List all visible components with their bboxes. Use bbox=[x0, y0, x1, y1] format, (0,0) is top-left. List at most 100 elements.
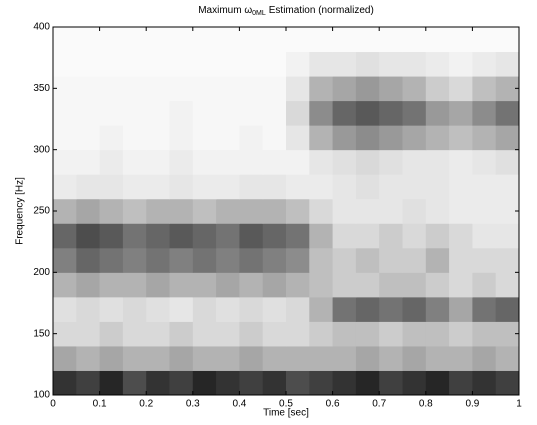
heat-cell bbox=[99, 345, 124, 371]
heat-cell bbox=[449, 76, 473, 102]
x-tick-label: 0.3 bbox=[186, 399, 200, 410]
heat-cell bbox=[76, 198, 101, 224]
heat-cell bbox=[402, 321, 427, 347]
heat-cell bbox=[76, 345, 101, 371]
heat-cell bbox=[262, 76, 287, 102]
heat-cell bbox=[99, 125, 124, 151]
heat-cell bbox=[122, 51, 147, 77]
heat-cell bbox=[262, 247, 287, 273]
heat-cell bbox=[355, 370, 380, 396]
heat-cell bbox=[425, 321, 450, 347]
heat-cell bbox=[379, 149, 403, 175]
heat-cell bbox=[122, 198, 147, 224]
heat-cell bbox=[146, 247, 170, 273]
heat-cell bbox=[216, 321, 240, 347]
y-tick-label: 200 bbox=[33, 267, 50, 278]
heat-cell bbox=[402, 272, 427, 298]
heat-cell bbox=[146, 321, 170, 347]
heat-cell bbox=[402, 100, 427, 126]
heat-cell bbox=[286, 149, 310, 175]
heat-cell bbox=[239, 100, 264, 126]
heat-cell bbox=[425, 149, 450, 175]
heat-cell bbox=[122, 223, 147, 249]
heat-cell bbox=[355, 247, 380, 273]
heat-cell bbox=[169, 223, 194, 249]
heat-cell bbox=[99, 296, 124, 322]
x-tick-label: 0.2 bbox=[139, 399, 153, 410]
heat-cell bbox=[309, 345, 334, 371]
axes-box bbox=[52, 26, 520, 396]
heat-cell bbox=[262, 149, 287, 175]
heat-cell bbox=[355, 272, 380, 298]
heat-cell bbox=[472, 321, 497, 347]
heat-cell bbox=[169, 100, 194, 126]
heat-cell bbox=[402, 345, 427, 371]
heat-cell bbox=[425, 125, 450, 151]
heat-cell bbox=[355, 174, 380, 200]
heat-cell bbox=[495, 345, 520, 371]
heat-cell bbox=[495, 198, 520, 224]
x-axis-label: Time [sec] bbox=[263, 408, 309, 419]
heat-cell bbox=[355, 27, 380, 53]
heat-cell bbox=[355, 149, 380, 175]
heat-cell bbox=[286, 296, 310, 322]
heat-cell bbox=[309, 247, 334, 273]
heat-cell bbox=[53, 51, 77, 77]
heat-cell bbox=[192, 149, 217, 175]
heat-cell bbox=[379, 27, 403, 53]
heat-cell bbox=[449, 296, 473, 322]
heat-cell bbox=[192, 51, 217, 77]
heat-cell bbox=[99, 27, 124, 53]
heat-cell bbox=[309, 370, 334, 396]
heat-cell bbox=[472, 345, 497, 371]
heat-cell bbox=[169, 125, 194, 151]
heat-cell bbox=[495, 247, 520, 273]
heat-cell bbox=[169, 321, 194, 347]
heat-cell bbox=[216, 125, 240, 151]
heat-cell bbox=[262, 272, 287, 298]
heat-cell bbox=[379, 198, 403, 224]
heat-cell bbox=[449, 174, 473, 200]
heat-cell bbox=[425, 174, 450, 200]
heat-cell bbox=[355, 345, 380, 371]
heat-cell bbox=[216, 345, 240, 371]
heat-cell bbox=[425, 198, 450, 224]
heat-cell bbox=[286, 370, 310, 396]
heat-cell bbox=[402, 198, 427, 224]
heat-cell bbox=[379, 100, 403, 126]
heat-cell bbox=[332, 100, 357, 126]
heat-cell bbox=[169, 247, 194, 273]
heat-cell bbox=[379, 272, 403, 298]
heat-cell bbox=[449, 247, 473, 273]
heat-cell bbox=[355, 296, 380, 322]
heat-cell bbox=[239, 345, 264, 371]
heat-cell bbox=[262, 223, 287, 249]
heat-cell bbox=[76, 247, 101, 273]
heat-cell bbox=[216, 198, 240, 224]
heat-cell bbox=[239, 76, 264, 102]
heat-cell bbox=[99, 149, 124, 175]
heat-cell bbox=[53, 223, 77, 249]
heat-cell bbox=[449, 370, 473, 396]
heat-cell bbox=[239, 198, 264, 224]
heat-cell bbox=[216, 149, 240, 175]
heat-cell bbox=[402, 125, 427, 151]
heat-cell bbox=[472, 149, 497, 175]
heat-cell bbox=[286, 223, 310, 249]
heat-cell bbox=[146, 149, 170, 175]
heat-cell bbox=[309, 27, 334, 53]
heat-cell bbox=[425, 370, 450, 396]
heat-cell bbox=[99, 76, 124, 102]
heat-cell bbox=[309, 321, 334, 347]
heat-cell bbox=[192, 223, 217, 249]
heat-cell bbox=[309, 149, 334, 175]
heat-cell bbox=[309, 174, 334, 200]
x-tick-label: 0.9 bbox=[465, 399, 479, 410]
heat-cell bbox=[355, 51, 380, 77]
heat-cell bbox=[53, 247, 77, 273]
heat-cell bbox=[53, 27, 77, 53]
x-tick-label: 0.1 bbox=[93, 399, 107, 410]
heat-cell bbox=[332, 198, 357, 224]
heat-cell bbox=[495, 100, 520, 126]
heat-cell bbox=[76, 51, 101, 77]
